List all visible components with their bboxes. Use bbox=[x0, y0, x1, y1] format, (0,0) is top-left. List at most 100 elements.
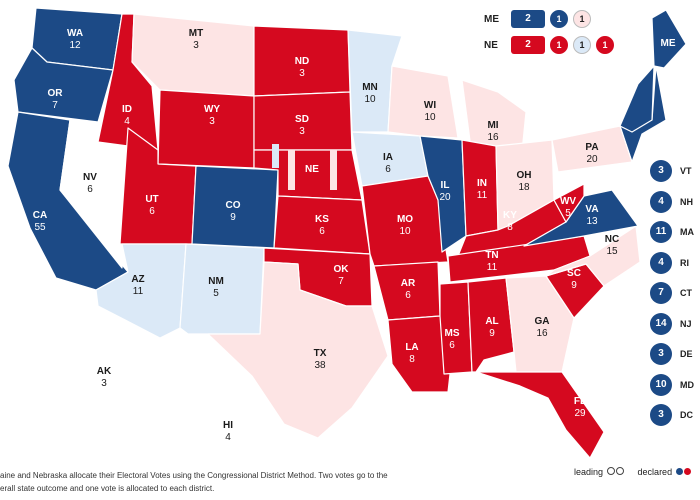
state-votes-al: 9 bbox=[489, 328, 495, 339]
state-votes-wv: 5 bbox=[565, 208, 571, 219]
state-nm[interactable] bbox=[179, 243, 265, 335]
note-line-1: aine and Nebraska allocate their Elector… bbox=[0, 471, 388, 480]
state-wv[interactable] bbox=[553, 183, 585, 223]
state-tx[interactable] bbox=[207, 261, 389, 439]
state-votes-nd: 3 bbox=[299, 68, 305, 79]
state-label-mn: MN bbox=[362, 82, 378, 93]
state-votes-mo: 10 bbox=[399, 226, 411, 237]
state-votes-sc: 9 bbox=[571, 280, 577, 291]
state-votes-sd: 3 bbox=[299, 126, 305, 137]
state-label-mt: MT bbox=[189, 28, 203, 39]
small-state-nj[interactable]: 14 NJ bbox=[650, 309, 700, 340]
ri-votes: 4 bbox=[650, 251, 672, 274]
nebraska-district-stripe bbox=[272, 144, 279, 168]
note-line-2: erall state outcome and one vote is allo… bbox=[0, 484, 215, 493]
small-state-dc[interactable]: 3 DC bbox=[650, 400, 700, 431]
state-label-ok: OK bbox=[334, 264, 350, 275]
state-votes-co: 9 bbox=[230, 212, 236, 223]
leading-label: leading bbox=[574, 467, 604, 477]
state-label-sd: SD bbox=[295, 114, 309, 125]
state-pa[interactable] bbox=[551, 125, 633, 173]
state-label-ar: AR bbox=[401, 278, 416, 289]
state-label-or: OR bbox=[48, 88, 64, 99]
state-votes-nc: 15 bbox=[606, 246, 618, 257]
ma-votes: 11 bbox=[650, 221, 672, 244]
maine-district-row: ME 2 1 1 bbox=[484, 10, 591, 28]
state-label-ut: UT bbox=[145, 194, 158, 205]
state-wi[interactable] bbox=[387, 65, 459, 139]
state-ks[interactable] bbox=[273, 195, 371, 255]
state-votes-nv: 6 bbox=[87, 184, 93, 195]
state-label-wa: WA bbox=[67, 28, 83, 39]
declared-label: declared bbox=[637, 467, 673, 477]
state-votes-ut: 6 bbox=[149, 206, 155, 217]
district-method-note: aine and Nebraska allocate their Elector… bbox=[0, 469, 470, 495]
state-votes-wa: 12 bbox=[69, 40, 81, 51]
state-label-ms: MS bbox=[445, 328, 460, 339]
small-state-de[interactable]: 3 DE bbox=[650, 339, 700, 370]
state-ny[interactable] bbox=[555, 65, 655, 133]
state-label-ks: KS bbox=[315, 214, 329, 225]
state-label-oh: OH bbox=[517, 170, 532, 181]
maine-district-2: 1 bbox=[573, 10, 591, 28]
dc-votes: 3 bbox=[650, 404, 672, 427]
declared-key: declared bbox=[638, 467, 691, 477]
state-ms[interactable] bbox=[439, 281, 473, 375]
state-label-in: IN bbox=[477, 178, 487, 189]
vt-votes: 3 bbox=[650, 160, 672, 183]
state-label-ky: KY bbox=[503, 210, 517, 221]
state-votes-il: 20 bbox=[439, 192, 451, 203]
state-label-al: AL bbox=[485, 316, 498, 327]
state-votes-tn: 11 bbox=[487, 262, 498, 273]
state-wy[interactable] bbox=[157, 89, 255, 169]
maine-label: ME bbox=[484, 13, 499, 25]
state-votes-nm: 5 bbox=[213, 288, 219, 299]
small-state-ri[interactable]: 4 RI bbox=[650, 248, 700, 279]
ct-votes: 7 bbox=[650, 282, 672, 305]
state-votes-ga: 16 bbox=[536, 328, 548, 339]
state-ak[interactable] bbox=[57, 337, 151, 429]
state-label-nv: NV bbox=[83, 172, 97, 183]
state-label-az: AZ bbox=[131, 274, 144, 285]
small-state-vt[interactable]: 3 VT bbox=[650, 156, 700, 187]
state-nc[interactable] bbox=[545, 225, 641, 287]
nj-votes: 14 bbox=[650, 312, 672, 335]
state-label-ia: IA bbox=[383, 152, 393, 163]
nebraska-label: NE bbox=[484, 39, 498, 51]
nebraska-district-stripe bbox=[288, 150, 295, 190]
status-legend: leading declared bbox=[574, 467, 691, 477]
state-votes-or: 7 bbox=[52, 100, 58, 111]
state-label-la: LA bbox=[405, 342, 418, 353]
leading-key: leading bbox=[574, 467, 624, 477]
state-votes-mt: 3 bbox=[193, 40, 199, 51]
state-or[interactable] bbox=[13, 47, 114, 123]
state-label-mi: MI bbox=[487, 120, 498, 131]
state-votes-mi: 16 bbox=[487, 132, 499, 143]
nebraska-district-3: 1 bbox=[596, 36, 614, 54]
small-state-nh[interactable]: 4 NH bbox=[650, 187, 700, 218]
state-fl[interactable] bbox=[475, 371, 605, 459]
state-votes-ak: 3 bbox=[101, 378, 107, 389]
state-hi[interactable] bbox=[203, 417, 269, 443]
de-label: DE bbox=[680, 349, 693, 360]
state-label-tx: TX bbox=[314, 348, 327, 359]
state-votes-ny: 29 bbox=[610, 108, 622, 119]
state-label-ak: AK bbox=[97, 366, 112, 377]
small-state-md[interactable]: 10 MD bbox=[650, 370, 700, 401]
declared-dem-dot-icon bbox=[675, 468, 683, 475]
state-label-pa: PA bbox=[585, 142, 598, 153]
ma-label: MA bbox=[680, 227, 694, 238]
vt-label: VT bbox=[680, 166, 692, 177]
state-label-ne: NE bbox=[305, 164, 319, 175]
state-me[interactable] bbox=[651, 9, 687, 69]
small-states-legend: 3 VT 4 NH 11 MA 4 RI 7 CT 14 NJ 3 DE 10 MD 3 DC bbox=[650, 156, 700, 431]
small-state-ma[interactable]: 11 MA bbox=[650, 217, 700, 248]
state-label-fl: FL bbox=[574, 396, 586, 407]
nebraska-district-2: 1 bbox=[573, 36, 591, 54]
state-votes-ia: 6 bbox=[385, 164, 391, 175]
nh-label: NH bbox=[680, 196, 693, 207]
nebraska-district-row: NE 2 1 1 1 bbox=[484, 36, 614, 54]
small-state-ct[interactable]: 7 CT bbox=[650, 278, 700, 309]
state-label-wi: WI bbox=[424, 100, 436, 111]
state-label-il: IL bbox=[441, 180, 450, 191]
